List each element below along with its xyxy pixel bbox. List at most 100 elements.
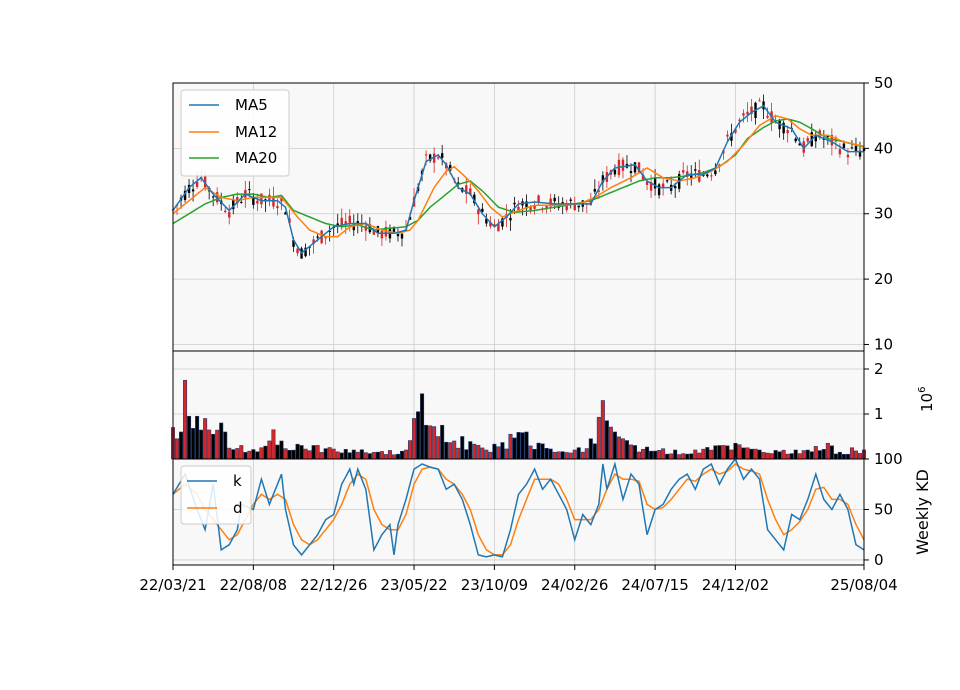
volume-bar [436, 436, 441, 460]
candle-body [372, 229, 376, 235]
candle-body [469, 188, 472, 195]
volume-bar [259, 447, 264, 460]
price-y-axis: 10 20 30 40 50 [864, 74, 893, 353]
x-tick-label: 24/02/26 [541, 576, 608, 594]
candle-body [260, 193, 263, 205]
x-tick-label: 23/10/09 [461, 576, 528, 594]
volume-bar [283, 448, 288, 460]
volume-bar [267, 440, 272, 460]
volume-bar [412, 418, 417, 460]
candle-body [846, 154, 850, 158]
series-line-k [172, 457, 865, 558]
candle-body [493, 224, 496, 226]
price-legend: MA5 MA12 MA20 [180, 89, 290, 177]
series-line-d [172, 463, 865, 556]
volume-bar [725, 445, 730, 460]
volume-bar [809, 451, 814, 460]
price-moving-averages [172, 104, 865, 255]
volume-bar [657, 450, 662, 460]
candle-body [296, 248, 299, 254]
volume-bar [363, 452, 368, 460]
volume-bar [761, 452, 766, 460]
volume-bar [408, 440, 413, 460]
candle-body [485, 218, 488, 224]
volume-bar [548, 448, 553, 460]
candle-body [573, 204, 576, 211]
candle-body [613, 169, 617, 175]
candle-body [854, 146, 858, 152]
volume-bar [379, 451, 384, 460]
volume-bar [307, 450, 312, 460]
volume-bar [448, 442, 453, 460]
volume-bar [705, 447, 710, 460]
volume-bar [789, 453, 794, 460]
candle-body [384, 226, 388, 237]
candle-body [424, 154, 428, 156]
volume-bar [444, 441, 449, 460]
candle-body [312, 239, 315, 244]
volume-bar [753, 448, 758, 460]
volume-bar [773, 450, 778, 460]
volume-bar [620, 438, 625, 460]
candle-body [284, 212, 287, 215]
y-tick-label: 2 [874, 360, 884, 378]
candle-body [734, 129, 737, 133]
kd-panel-frame [172, 458, 865, 566]
y-tick-label: 0 [874, 551, 884, 569]
candle-body [714, 170, 717, 175]
volume-bar [544, 448, 549, 460]
volume-bar [452, 440, 457, 460]
candle-body [509, 217, 512, 221]
volume-bar [416, 411, 421, 460]
candle-body [786, 130, 789, 134]
volume-bar [741, 447, 746, 460]
volume-bar [584, 448, 589, 460]
volume-bar [805, 449, 810, 460]
volume-bar [183, 379, 188, 460]
candle-body [195, 181, 199, 187]
candle-body [806, 138, 809, 142]
volume-bar [797, 453, 802, 460]
kd-lines [172, 457, 865, 558]
volume-bar [536, 442, 541, 460]
candle-body [718, 164, 721, 166]
volume-bar [785, 453, 790, 460]
volume-bar [215, 429, 220, 460]
volume-bar [404, 449, 409, 460]
volume-bar [203, 418, 208, 460]
y-tick-label: 100 [874, 450, 903, 468]
volume-bar [512, 437, 517, 460]
candle-body [794, 138, 797, 142]
candle-body [661, 183, 665, 188]
candle-body [782, 122, 785, 134]
volume-bar [540, 443, 545, 460]
x-tick-label: 24/07/15 [621, 576, 688, 594]
kd-panel: 0 50 100 Weekly KD k d [172, 450, 932, 569]
candle-body [750, 106, 753, 115]
candle-body [710, 175, 713, 177]
volume-bar [837, 451, 842, 460]
volume-bar [604, 420, 609, 460]
y-tick-label: 20 [874, 270, 893, 288]
candle-body [826, 135, 830, 138]
candle-body [436, 157, 440, 159]
series-line-ma12 [172, 114, 865, 238]
price-panel: 10 20 30 40 50 MA5 MA12 MA20 [171, 74, 893, 353]
volume-bar [323, 448, 328, 460]
volume-bar [701, 448, 706, 460]
candle-body [224, 210, 227, 213]
candle-body [830, 135, 834, 146]
volume-y-axis: 12 [864, 360, 884, 423]
candle-body [348, 215, 351, 223]
volume-bar [319, 452, 324, 460]
volume-bar [468, 441, 473, 460]
candle-body [577, 205, 580, 208]
volume-bar [480, 447, 485, 460]
volume-bar [187, 415, 192, 460]
volume-bar [335, 451, 340, 460]
volume-bar [175, 438, 180, 460]
volume-bar [853, 450, 858, 460]
volume-bar [745, 447, 750, 460]
candle-body [481, 208, 484, 212]
volume-bar [395, 453, 400, 460]
